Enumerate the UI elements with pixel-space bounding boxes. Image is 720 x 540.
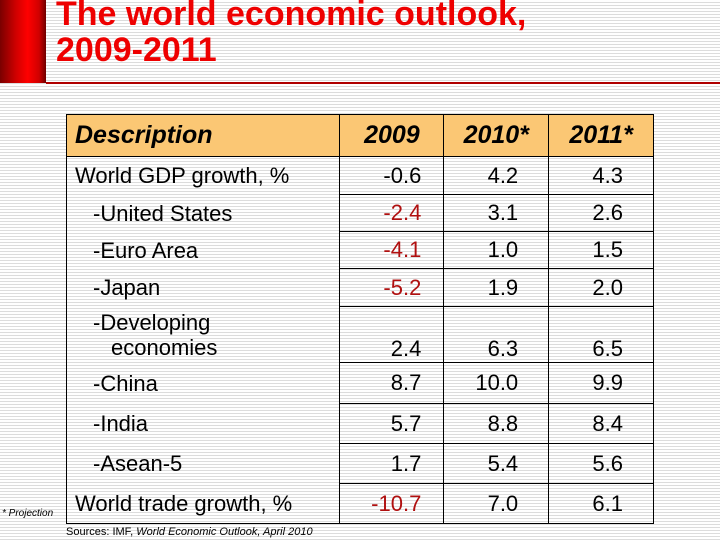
- row-label: -Developing economies: [65, 306, 341, 363]
- row-label: World GDP growth, %: [65, 156, 341, 195]
- row-label: -Asean-5: [65, 443, 341, 484]
- header-2011: 2011*: [548, 114, 654, 157]
- outlook-table: Description 2009 2010* 2011* World GDP g…: [65, 114, 654, 524]
- sources-note: Sources: IMF, World Economic Outlook, Ap…: [66, 526, 313, 539]
- row-label: -Euro Area: [65, 231, 341, 269]
- value-cell: -2.4: [339, 194, 445, 232]
- header-2010: 2010*: [443, 114, 550, 157]
- value-cell: -0.6: [339, 156, 445, 195]
- row-label-text: -India: [93, 411, 149, 436]
- row-label-text-2: economies: [111, 334, 218, 360]
- table-row: World trade growth, % -10.7 7.0 6.1: [65, 483, 654, 524]
- table-row: World GDP growth, % -0.6 4.2 4.3: [65, 156, 654, 195]
- slide-title: The world economic outlook, 2009-2011: [56, 0, 526, 68]
- value-cell: 5.7: [339, 403, 445, 444]
- title-line-1: The world economic outlook,: [56, 0, 527, 33]
- title-line-2: 2009-2011: [56, 31, 217, 69]
- value-cell: 6.1: [548, 483, 654, 524]
- title-accent-bar: [0, 0, 46, 83]
- value-cell: 4.3: [548, 156, 654, 195]
- value-cell: 6.3: [443, 306, 550, 363]
- row-label-text: -Developing: [93, 309, 211, 335]
- table-row: -China 8.7 10.0 9.9: [65, 362, 654, 404]
- row-label: -United States: [65, 194, 341, 232]
- sources-title: World Economic Outlook, April 2010: [136, 526, 313, 538]
- projection-footnote: * Projection: [2, 508, 54, 519]
- table-row: -Euro Area -4.1 1.0 1.5: [65, 231, 654, 269]
- row-label-text: -Asean-5: [93, 451, 183, 476]
- title-underline: [46, 82, 720, 84]
- header-2009: 2009: [339, 114, 445, 157]
- header-description: Description: [65, 114, 341, 157]
- table-row: -India 5.7 8.8 8.4: [65, 403, 654, 444]
- row-label: -China: [65, 362, 341, 404]
- row-label: World trade growth, %: [65, 483, 341, 524]
- value-cell: 2.6: [548, 194, 654, 232]
- row-label-text: -China: [93, 370, 158, 396]
- row-label-text: -Japan: [93, 275, 161, 300]
- value-cell: 8.8: [443, 403, 550, 444]
- value-cell: 1.5: [548, 231, 654, 269]
- row-label-text: -Euro Area: [93, 237, 199, 263]
- value-cell: 5.6: [548, 443, 654, 484]
- value-cell: 8.4: [548, 403, 654, 444]
- table-row: -Japan -5.2 1.9 2.0: [65, 268, 654, 307]
- value-cell: 10.0: [443, 362, 550, 404]
- row-label: -India: [65, 403, 341, 444]
- value-cell: 9.9: [548, 362, 654, 404]
- value-cell: 3.1: [443, 194, 550, 232]
- value-cell: 8.7: [339, 362, 445, 404]
- sources-prefix: Sources: IMF,: [66, 526, 137, 538]
- value-cell: 2.0: [548, 268, 654, 307]
- value-cell: -5.2: [339, 268, 445, 307]
- value-cell: 1.0: [443, 231, 550, 269]
- row-label-text: World GDP growth, %: [75, 163, 290, 189]
- value-cell: -10.7: [339, 483, 445, 524]
- row-label: -Japan: [65, 268, 341, 307]
- value-cell: 2.4: [339, 306, 445, 363]
- value-cell: 1.7: [339, 443, 445, 484]
- value-cell: 7.0: [443, 483, 550, 524]
- table-row: -Developing economies 2.4 6.3 6.5: [65, 306, 654, 363]
- value-cell: 6.5: [548, 306, 654, 363]
- table-row: -United States -2.4 3.1 2.6: [65, 194, 654, 232]
- header-row: Description 2009 2010* 2011*: [65, 114, 654, 157]
- row-label-text: -United States: [93, 200, 233, 226]
- value-cell: 1.9: [443, 268, 550, 307]
- table-row: -Asean-5 1.7 5.4 5.6: [65, 443, 654, 484]
- row-label-text: World trade growth, %: [75, 490, 293, 516]
- value-cell: 4.2: [443, 156, 550, 195]
- value-cell: -4.1: [339, 231, 445, 269]
- value-cell: 5.4: [443, 443, 550, 484]
